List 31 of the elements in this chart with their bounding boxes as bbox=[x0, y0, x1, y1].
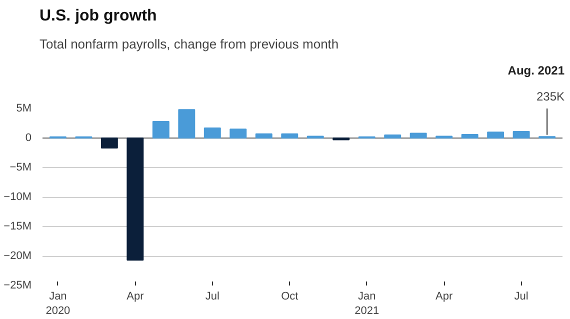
x-tick-label: Oct bbox=[281, 290, 298, 302]
x-tick-label: Jul bbox=[205, 290, 220, 302]
y-tick-label: −25M bbox=[4, 280, 32, 292]
bar bbox=[410, 132, 427, 138]
chart-subtitle: Total nonfarm payrolls, change from previous month bbox=[40, 36, 339, 52]
bar bbox=[230, 128, 247, 138]
y-tick-label: 0 bbox=[25, 132, 32, 144]
x-tick-label: Jul bbox=[514, 290, 528, 302]
bar bbox=[100, 138, 118, 149]
bar bbox=[178, 109, 196, 138]
chart-title: U.S. job growth bbox=[40, 8, 157, 24]
bar bbox=[126, 138, 144, 261]
y-tick-label: −10M bbox=[4, 191, 32, 203]
x-tick-label: Apr bbox=[436, 290, 453, 302]
bar bbox=[487, 132, 504, 138]
bar bbox=[204, 127, 221, 138]
y-tick-label: −15M bbox=[4, 220, 32, 232]
bar bbox=[512, 131, 530, 138]
bar bbox=[384, 134, 402, 138]
bar bbox=[255, 133, 272, 138]
annotation: 235K bbox=[536, 90, 565, 104]
bar bbox=[152, 120, 170, 138]
bar bbox=[281, 133, 298, 138]
y-tick-label: −20M bbox=[4, 250, 32, 262]
text: Aug. 2021 bbox=[508, 64, 565, 78]
y-tick-label: −5M bbox=[10, 162, 32, 174]
y-tick-label: 5M bbox=[16, 102, 32, 114]
x-tick-label: Jan 2021 bbox=[354, 290, 380, 317]
x-tick-label: Jan 2020 bbox=[46, 290, 70, 317]
x-tick-label: Apr bbox=[126, 290, 144, 302]
bar bbox=[461, 134, 478, 138]
